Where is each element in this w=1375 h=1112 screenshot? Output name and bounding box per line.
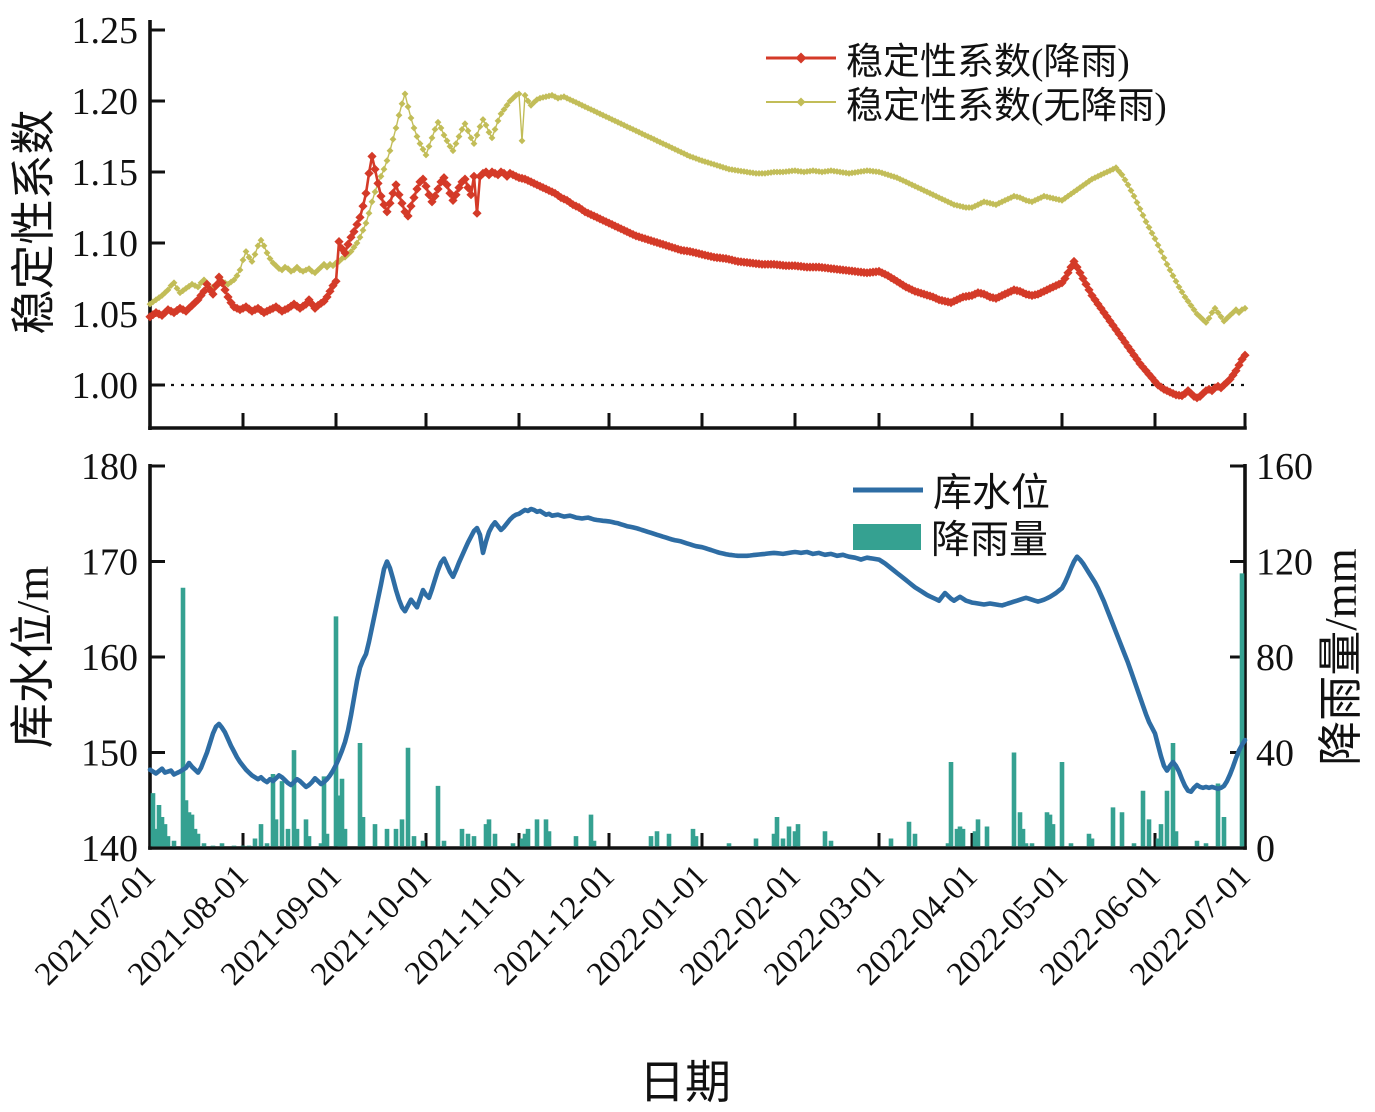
bottom-left-y-axis-title: 库水位/m xyxy=(8,565,58,749)
fos-norain-line-swatch xyxy=(766,92,836,112)
svg-text:160: 160 xyxy=(1256,446,1313,488)
bottom-right-y-axis-title: 降雨量/mm xyxy=(1316,548,1366,766)
svg-text:120: 120 xyxy=(1256,542,1313,584)
water-level-line-swatch xyxy=(853,480,923,500)
top-legend: 稳定性系数(降雨) 稳定性系数(无降雨) xyxy=(766,36,1167,127)
svg-text:1.00: 1.00 xyxy=(72,365,139,407)
fos-rain-legend-label: 稳定性系数(降雨) xyxy=(846,42,1130,83)
water-level-legend-label: 库水位 xyxy=(933,471,1051,515)
rainfall-legend-label: 降雨量 xyxy=(931,518,1049,562)
legend-row-fos-rain: 稳定性系数(降雨) xyxy=(766,36,1167,83)
legend-row-rainfall: 降雨量 xyxy=(853,513,1050,562)
bottom-legend: 库水位 降雨量 xyxy=(853,466,1050,562)
svg-text:150: 150 xyxy=(81,733,138,775)
rainfall-bar-swatch xyxy=(853,523,921,550)
fos-rain-line-swatch xyxy=(766,48,836,68)
legend-row-water-level: 库水位 xyxy=(853,466,1050,515)
top-panel: 1.00 1.05 1.10 1.15 1.20 1.25 xyxy=(72,10,1250,430)
svg-text:1.10: 1.10 xyxy=(72,223,139,265)
fos-norain-legend-label: 稳定性系数(无降雨) xyxy=(846,86,1167,127)
svg-text:0: 0 xyxy=(1256,828,1275,870)
svg-text:80: 80 xyxy=(1256,637,1294,679)
svg-text:1.25: 1.25 xyxy=(72,10,139,52)
svg-text:1.05: 1.05 xyxy=(72,294,139,336)
svg-text:140: 140 xyxy=(81,828,138,870)
x-axis-title: 日期 xyxy=(639,1057,731,1108)
svg-text:180: 180 xyxy=(81,446,138,488)
top-y-axis-title: 稳定性系数 xyxy=(9,109,59,335)
svg-text:1.15: 1.15 xyxy=(72,152,139,194)
legend-row-fos-norain: 稳定性系数(无降雨) xyxy=(766,80,1167,127)
svg-text:40: 40 xyxy=(1256,733,1294,775)
svg-text:170: 170 xyxy=(81,542,138,584)
bottom-panel: 140150160170180040801201602021-07-012021… xyxy=(28,446,1313,993)
svg-text:1.20: 1.20 xyxy=(72,81,139,123)
svg-text:160: 160 xyxy=(81,637,138,679)
